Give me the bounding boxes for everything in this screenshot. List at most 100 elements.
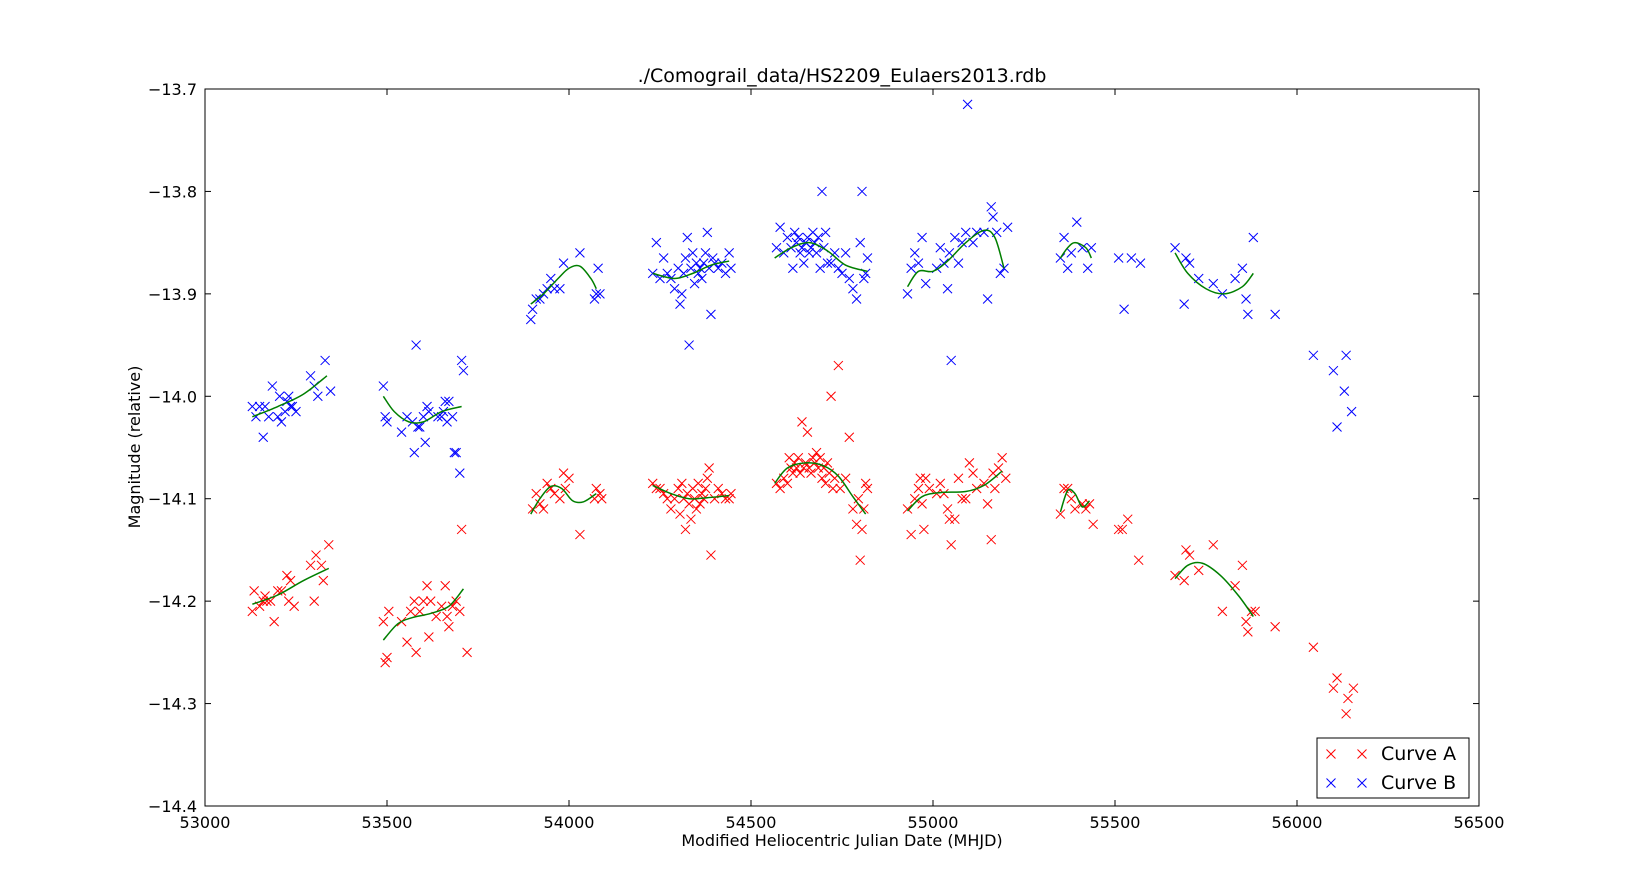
data-point-curve-a [1328, 683, 1339, 694]
legend-cross-curve-b [1357, 778, 1367, 788]
data-point-curve-b [527, 304, 538, 315]
data-point-curve-a [704, 463, 714, 473]
data-point-curve-b [305, 370, 316, 381]
data-point-curve-b [263, 411, 274, 422]
data-point-curve-a [405, 606, 416, 617]
data-point-curve-b [811, 248, 822, 258]
data-point-curve-b [913, 258, 924, 268]
data-point-curve-b [687, 248, 698, 258]
data-point-curve-a [383, 606, 394, 617]
data-point-curve-a [990, 483, 1000, 494]
data-point-curve-a [380, 657, 391, 668]
data-point-curve-a [949, 514, 960, 525]
data-point-curve-b [456, 355, 467, 366]
data-point-curve-a [289, 601, 300, 612]
data-point-curve-b [726, 263, 736, 274]
fit-line-curve-a [652, 484, 730, 500]
legend-marker-curve-b [1326, 778, 1367, 788]
data-point-curve-a [795, 468, 805, 478]
data-point-curve-a [833, 360, 844, 371]
data-point-curve-a [968, 468, 978, 478]
data-point-curve-a [942, 504, 953, 514]
x-tick-label: 55000 [908, 813, 959, 832]
data-point-curve-a [564, 473, 574, 484]
fit-line-curve-b [530, 264, 597, 305]
data-point-curve-b [651, 237, 662, 248]
data-point-curve-a [1133, 555, 1144, 566]
data-point-curve-a [1193, 565, 1204, 576]
data-point-curve-b [593, 263, 603, 274]
data-point-curve-a [265, 596, 276, 606]
data-point-curve-a [444, 621, 454, 632]
data-point-curve-b [713, 263, 724, 274]
data-point-curve-a [1117, 524, 1128, 535]
fit-line-curve-b [906, 229, 1005, 288]
data-point-curve-a [691, 504, 702, 514]
data-point-curve-a [986, 534, 997, 545]
fit-line-curve-b [252, 375, 328, 418]
data-point-curve-a [960, 493, 971, 504]
data-point-curve-b [283, 391, 294, 402]
data-point-curve-b [782, 232, 793, 243]
data-point-curve-a [675, 509, 685, 519]
data-point-curve-a [418, 596, 429, 606]
legend-box [1316, 737, 1470, 799]
data-point-curve-a [680, 524, 691, 535]
data-point-curve-a [269, 616, 280, 627]
data-point-curve-a [855, 555, 866, 566]
fit-line-curve-b [774, 241, 868, 273]
data-point-curve-b [909, 248, 920, 258]
data-point-curve-b [982, 294, 993, 304]
y-tick-label: −14.4 [148, 797, 197, 816]
data-point-curve-b [1230, 273, 1240, 284]
y-tick-label: −14.1 [148, 490, 197, 509]
data-point-curve-a [835, 483, 846, 494]
data-point-curve-a [826, 391, 836, 402]
data-point-curve-a [411, 647, 421, 658]
data-point-curve-a [860, 478, 871, 489]
data-point-curve-a [700, 483, 711, 494]
y-tick-label: −13.7 [148, 80, 197, 99]
data-point-curve-b [795, 248, 805, 258]
data-point-curve-a [920, 473, 931, 484]
data-point-curve-b [591, 289, 602, 299]
data-point-curve-b [946, 355, 957, 366]
data-point-curve-b [851, 294, 862, 304]
data-point-curve-a [997, 452, 1008, 463]
data-point-curve-a [382, 652, 392, 663]
data-point-curve-a [964, 458, 975, 468]
data-point-curve-b [771, 242, 782, 253]
data-point-curve-b [647, 268, 658, 279]
data-point-curve-b [444, 396, 454, 407]
data-point-curve-b [844, 273, 855, 284]
x-tick-label: 56000 [1272, 813, 1323, 832]
data-point-curve-b [848, 283, 858, 294]
data-point-curve-a [555, 493, 565, 504]
data-point-curve-a [1332, 673, 1342, 683]
data-point-curve-b [1113, 253, 1124, 263]
data-point-curve-b [542, 283, 553, 294]
data-point-curve-a [902, 504, 913, 514]
data-point-curve-a [828, 483, 838, 494]
fit-line-curve-b [1059, 241, 1093, 259]
data-point-curve-a [713, 483, 724, 494]
data-point-curve-a [591, 483, 602, 494]
data-point-curve-b [247, 401, 258, 412]
data-point-curve-a [285, 575, 296, 586]
data-point-curve-a [808, 452, 818, 463]
fit-line-curve-a [1059, 488, 1091, 513]
data-point-curve-a [702, 473, 713, 484]
fit-line-curve-b [652, 260, 730, 280]
data-point-curve-a [802, 427, 813, 437]
data-point-curve-b [949, 232, 960, 243]
data-point-curve-a [1179, 575, 1190, 586]
data-point-curve-a [676, 478, 687, 489]
data-point-curve-b [1184, 258, 1195, 268]
axis-ticks: 53000 53500 54000 54500 55000 55500 56000 56500… [148, 80, 1504, 832]
data-point-curve-a [249, 586, 259, 596]
data-point-curve-a [726, 488, 736, 499]
fit-line-curve-a [774, 462, 867, 515]
data-point-curve-b [449, 447, 460, 458]
data-point-curve-a [817, 473, 827, 484]
data-point-curve-b [1077, 242, 1088, 253]
